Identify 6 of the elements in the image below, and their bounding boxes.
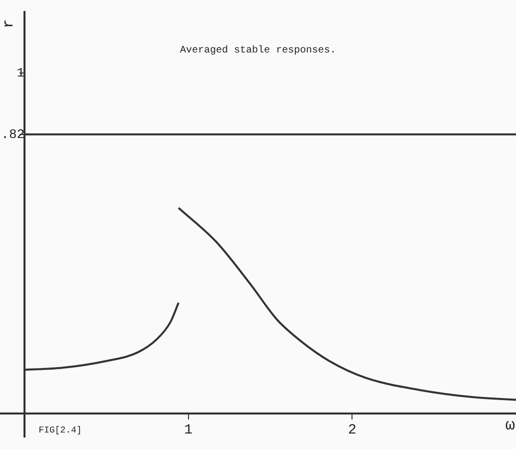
x-axis-title: ω [505,416,516,435]
annotation: FIG[2.4] [38,425,82,436]
text: Averaged stable responses. [180,44,336,56]
y-axis-title: r [0,19,18,28]
x-tick-label: 2 [348,422,356,438]
line-series [178,206,516,401]
